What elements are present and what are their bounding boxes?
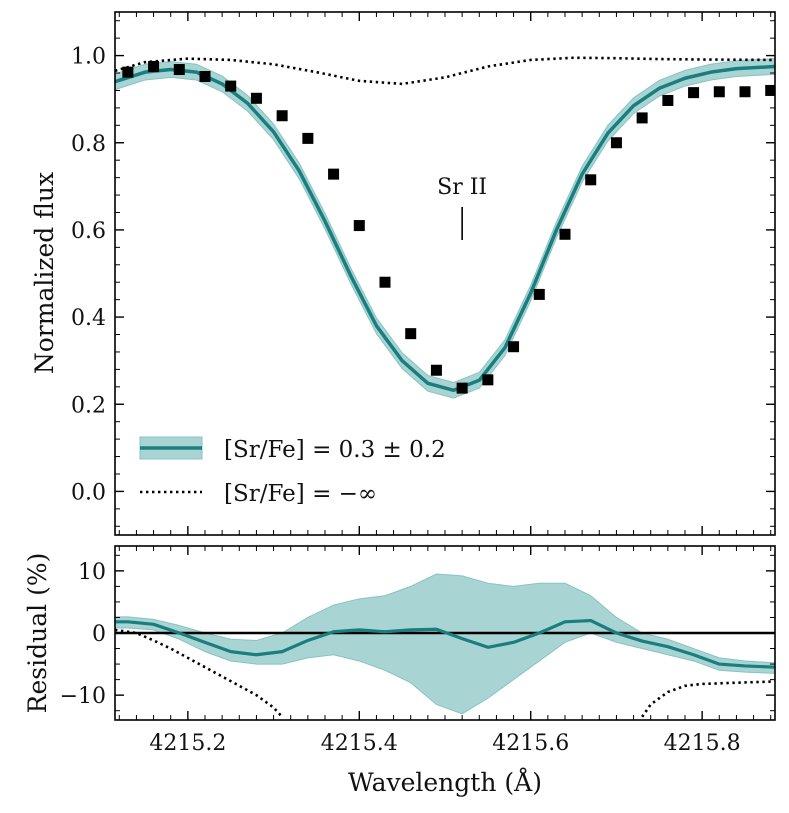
no-sr-dotted-line <box>115 56 775 86</box>
bottom-y-tick-label: 0 <box>92 622 106 647</box>
data-point-marker <box>173 64 185 76</box>
no-sr-residual-dotted-right <box>641 680 775 718</box>
data-point-marker <box>585 174 597 186</box>
top-y-tick-label: 0.4 <box>71 306 106 331</box>
data-point-marker <box>148 60 160 72</box>
data-point-marker <box>482 374 494 386</box>
data-point-marker <box>739 86 751 98</box>
x-axis-label: Wavelength (Å) <box>348 767 542 797</box>
top-y-tick-label: 1.0 <box>71 45 106 70</box>
bottom-y-tick-label: 10 <box>78 560 106 585</box>
no-sr-residual-dotted-left <box>115 628 284 718</box>
x-tick-label: 4215.8 <box>664 731 741 756</box>
data-point-marker <box>250 92 262 104</box>
data-point-marker <box>276 110 288 122</box>
top-y-tick-label: 0.2 <box>71 393 106 418</box>
legend-entry-nosr: [Sr/Fe] = −∞ <box>224 481 377 507</box>
data-point-marker <box>713 86 725 98</box>
bottom-ticks: −10 0 10 4215.2 4215.4 4215.6 4215.8 <box>60 546 775 756</box>
top-axes-frame <box>114 11 776 536</box>
data-point-marker <box>533 288 545 300</box>
data-point-marker <box>430 364 442 376</box>
top-y-tick-label: 0.6 <box>71 219 106 244</box>
data-point-marker <box>405 328 417 340</box>
legend-entry-model: [Sr/Fe] = 0.3 ± 0.2 <box>224 437 446 463</box>
x-tick-label: 4215.4 <box>321 731 398 756</box>
bottom-y-axis-label: Residual (%) <box>23 553 52 714</box>
data-point-marker <box>636 112 648 124</box>
data-point-marker <box>610 137 622 149</box>
x-tick-label: 4215.6 <box>492 731 569 756</box>
data-point-marker <box>688 87 700 99</box>
sr-ii-annotation: Sr II <box>437 175 487 200</box>
top-y-axis-label: Normalized flux <box>30 172 59 374</box>
top-plot-area <box>115 56 775 399</box>
residual-line <box>115 618 775 669</box>
top-y-ticks: 0.0 0.2 0.4 0.6 0.8 1.0 <box>71 12 775 535</box>
data-point-marker <box>662 94 674 106</box>
x-tick-label: 4215.2 <box>149 731 226 756</box>
top-panel: 0.0 0.2 0.4 0.6 0.8 1.0 Sr II [Sr/Fe] = 0.3 ±… <box>30 11 776 536</box>
data-point-marker <box>379 276 391 288</box>
data-point-marker <box>199 71 211 82</box>
legend: [Sr/Fe] = 0.3 ± 0.2 [Sr/Fe] = −∞ <box>139 436 446 507</box>
bottom-plot-area <box>115 573 775 718</box>
top-y-tick-label: 0.0 <box>71 480 106 505</box>
bottom-y-tick-label: −10 <box>60 684 106 709</box>
data-point-marker <box>122 66 134 78</box>
data-point-marker <box>559 228 571 240</box>
model-confidence-band <box>115 58 775 399</box>
data-point-marker <box>456 382 468 394</box>
data-point-marker <box>508 341 520 353</box>
bottom-panel: −10 0 10 4215.2 4215.4 4215.6 4215.8 Wavelengt… <box>23 545 776 797</box>
data-point-marker <box>328 168 340 180</box>
model-line <box>115 64 775 393</box>
top-y-tick-label: 0.8 <box>71 132 106 157</box>
data-point-marker <box>302 132 314 144</box>
residual-confidence-band <box>115 573 775 715</box>
bottom-axes-frame <box>114 545 776 721</box>
data-point-marker <box>353 220 365 232</box>
data-point-marker <box>225 80 237 92</box>
